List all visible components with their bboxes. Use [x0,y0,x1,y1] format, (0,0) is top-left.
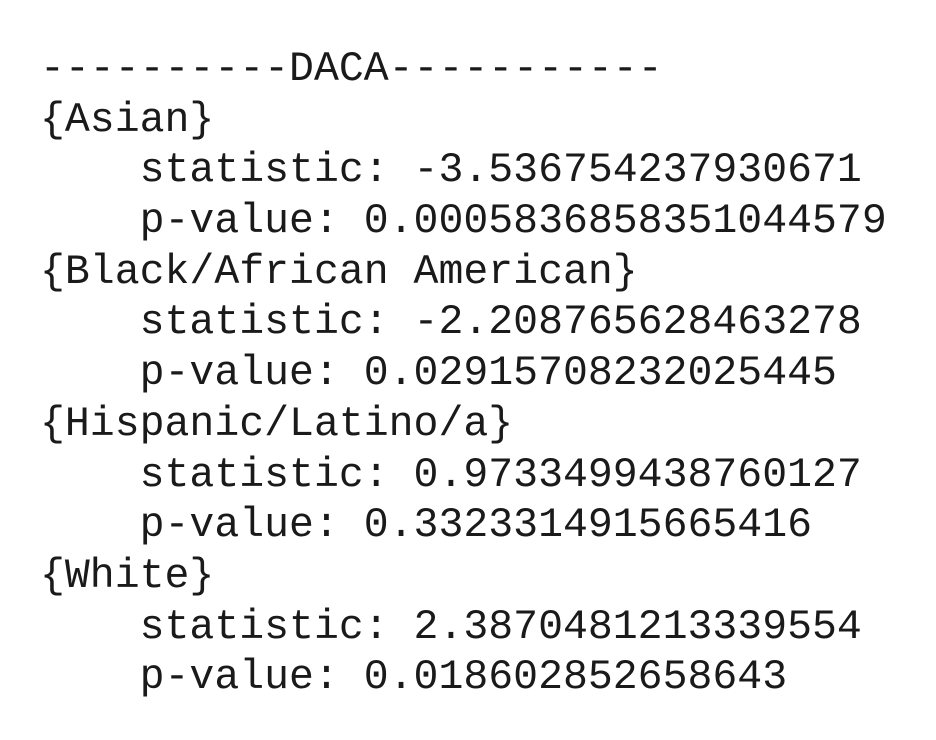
p-value-line: p-value: 0.018602852658643 [40,653,936,704]
statistic-label: statistic: [139,451,389,499]
statistic-label: statistic: [139,147,389,195]
statistic-label: statistic: [139,603,389,651]
p-value-value: 0.0005836858351044579 [363,198,887,246]
p-value-value: 0.018602852658643 [363,654,788,702]
statistic-label: statistic: [139,299,389,347]
group-name: {Hispanic/Latino/a} [40,400,514,448]
p-value-value: 0.3323314915665416 [363,502,813,550]
p-value-line: p-value: 0.0005836858351044579 [40,197,936,248]
group-name: {Black/African American} [40,248,638,296]
statistic-line: statistic: -3.536754237930671 [40,146,936,197]
statistic-line: statistic: 2.3870481213339554 [40,603,936,654]
statistic-line: statistic: -2.208765628463278 [40,298,936,349]
header-line: ----------DACA----------- [40,46,663,93]
p-value-line: p-value: 0.02915708232025445 [40,349,936,400]
statistic-value: 0.9733499438760127 [413,451,862,499]
group-name: {White} [40,552,215,600]
p-value-label: p-value: [139,350,339,398]
statistic-value: -3.536754237930671 [413,147,862,195]
p-value-line: p-value: 0.3323314915665416 [40,501,936,552]
statistic-value: -2.208765628463278 [413,299,862,347]
statistic-line: statistic: 0.9733499438760127 [40,451,936,502]
p-value-label: p-value: [139,198,339,246]
p-value-value: 0.02915708232025445 [363,350,837,398]
p-value-label: p-value: [139,502,339,550]
p-value-label: p-value: [139,654,339,702]
statistic-value: 2.3870481213339554 [413,603,862,651]
group-name: {Asian} [40,96,215,144]
